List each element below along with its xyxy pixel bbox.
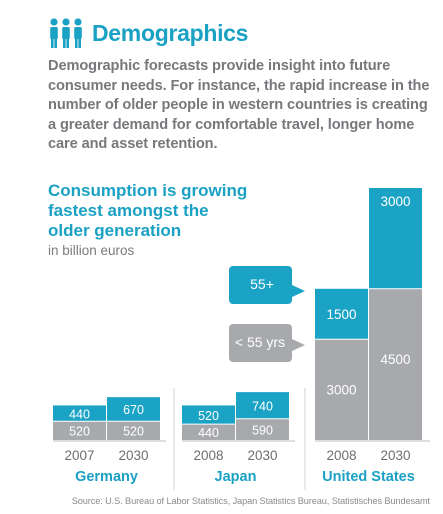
page-title: Demographics <box>92 19 249 46</box>
bar-under55-united-states-2030 <box>369 288 422 440</box>
label-under55-japan-2008: 440 <box>198 426 219 440</box>
country-label-germany: Germany <box>75 469 138 485</box>
bar-under55-germany-2030 <box>107 421 160 440</box>
label-over55-united-states-2008: 1500 <box>326 307 356 322</box>
source-note: Source: U.S. Bureau of Labor Statistics,… <box>71 496 430 506</box>
year-label-germany-2007: 2007 <box>64 448 94 463</box>
label-over55-germany-2030: 670 <box>123 403 144 417</box>
label-over55-united-states-2030: 3000 <box>380 194 410 209</box>
country-label-united-states: United States <box>322 469 415 485</box>
chart-title: Consumption is growing fastest amongst t… <box>48 181 248 240</box>
label-over55-japan-2030: 740 <box>252 399 273 413</box>
bar-over55-japan-2008 <box>182 405 235 425</box>
year-label-japan-2030: 2030 <box>247 448 277 463</box>
intro-text: Demographic forecasts provide insight in… <box>48 58 430 152</box>
header: Demographics <box>48 16 248 50</box>
bar-under55-japan-2030 <box>236 418 289 440</box>
bar-over55-united-states-2008 <box>315 288 368 340</box>
year-label-united-states-2008: 2008 <box>326 448 356 463</box>
bar-over55-germany-2007 <box>53 405 106 422</box>
year-label-germany-2030: 2030 <box>118 448 148 463</box>
label-under55-japan-2030: 590 <box>252 423 273 437</box>
bar-under55-united-states-2008 <box>315 339 368 440</box>
bar-under55-germany-2007 <box>53 421 106 440</box>
label-under55-united-states-2030: 4500 <box>380 352 410 367</box>
bar-under55-japan-2008 <box>182 424 235 440</box>
legend-label-under55: < 55 yrs <box>235 334 285 350</box>
label-under55-germany-2007: 520 <box>69 425 90 439</box>
legend-callout-under55 <box>229 324 305 362</box>
bar-over55-united-states-2030 <box>369 188 422 289</box>
label-over55-germany-2007: 440 <box>69 407 90 421</box>
bar-over55-japan-2030 <box>236 392 289 419</box>
country-label-japan: Japan <box>215 469 257 485</box>
label-under55-united-states-2008: 3000 <box>326 383 356 398</box>
legend-callout-over55 <box>229 266 305 304</box>
bar-over55-germany-2030 <box>107 397 160 422</box>
legend-label-over55: 55+ <box>250 276 274 292</box>
year-label-japan-2008: 2008 <box>193 448 223 463</box>
people-group-icon <box>50 18 82 48</box>
year-label-united-states-2030: 2030 <box>380 448 410 463</box>
label-over55-japan-2008: 520 <box>198 409 219 423</box>
chart-unit: in billion euros <box>48 243 135 258</box>
label-under55-germany-2030: 520 <box>123 425 144 439</box>
